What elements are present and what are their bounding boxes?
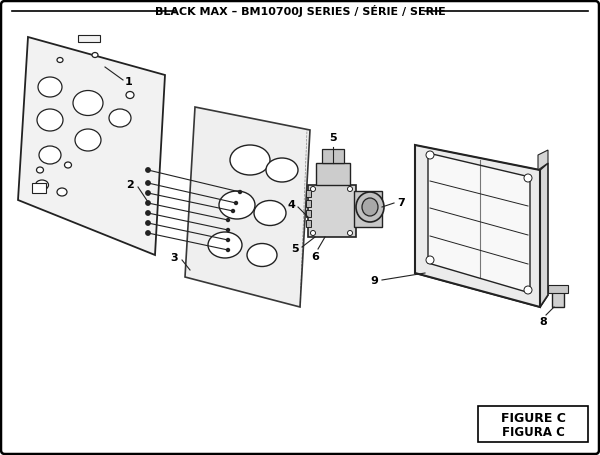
Bar bbox=[548, 285, 568, 293]
Bar bbox=[322, 149, 344, 163]
Bar bbox=[306, 210, 311, 217]
Ellipse shape bbox=[109, 109, 131, 127]
Ellipse shape bbox=[75, 129, 101, 151]
Bar bbox=[316, 163, 350, 185]
Circle shape bbox=[347, 187, 353, 192]
Text: 9: 9 bbox=[370, 276, 378, 286]
Polygon shape bbox=[540, 163, 548, 307]
Ellipse shape bbox=[254, 201, 286, 226]
Ellipse shape bbox=[362, 198, 378, 216]
Text: 8: 8 bbox=[539, 317, 547, 327]
Bar bbox=[306, 190, 311, 197]
Ellipse shape bbox=[57, 188, 67, 196]
Text: BLACK MAX – BM10700J SERIES / SÉRIE / SERIE: BLACK MAX – BM10700J SERIES / SÉRIE / SE… bbox=[155, 5, 445, 17]
Ellipse shape bbox=[38, 77, 62, 97]
Text: FIGURE C: FIGURE C bbox=[500, 411, 565, 425]
Circle shape bbox=[347, 231, 353, 236]
Circle shape bbox=[227, 228, 229, 232]
Text: 7: 7 bbox=[397, 198, 405, 208]
Polygon shape bbox=[415, 145, 540, 307]
Ellipse shape bbox=[208, 232, 242, 258]
Circle shape bbox=[524, 174, 532, 182]
Circle shape bbox=[235, 202, 238, 204]
Polygon shape bbox=[428, 153, 530, 293]
Text: 6: 6 bbox=[311, 252, 319, 262]
Bar bbox=[32, 183, 46, 193]
Ellipse shape bbox=[219, 191, 255, 219]
Circle shape bbox=[524, 286, 532, 294]
Bar bbox=[306, 220, 311, 227]
Bar bbox=[306, 200, 311, 207]
Circle shape bbox=[227, 238, 229, 242]
Bar bbox=[354, 191, 382, 227]
Text: 4: 4 bbox=[287, 200, 295, 210]
Circle shape bbox=[146, 191, 150, 195]
Polygon shape bbox=[18, 37, 165, 255]
Circle shape bbox=[146, 231, 150, 235]
Text: 3: 3 bbox=[170, 253, 178, 263]
Circle shape bbox=[426, 256, 434, 264]
Ellipse shape bbox=[356, 192, 384, 222]
Ellipse shape bbox=[247, 243, 277, 267]
Circle shape bbox=[232, 209, 235, 212]
Polygon shape bbox=[415, 263, 548, 307]
Ellipse shape bbox=[126, 91, 134, 98]
Circle shape bbox=[426, 151, 434, 159]
Circle shape bbox=[146, 201, 150, 205]
Bar bbox=[308, 185, 356, 237]
Ellipse shape bbox=[73, 91, 103, 116]
Ellipse shape bbox=[37, 167, 44, 173]
Bar bbox=[478, 406, 588, 442]
Bar bbox=[552, 287, 564, 307]
Circle shape bbox=[146, 181, 150, 185]
Polygon shape bbox=[78, 35, 100, 42]
Ellipse shape bbox=[37, 109, 63, 131]
Ellipse shape bbox=[92, 52, 98, 57]
Text: 5: 5 bbox=[292, 244, 299, 254]
Text: 1: 1 bbox=[125, 77, 133, 87]
Circle shape bbox=[311, 187, 316, 192]
Ellipse shape bbox=[266, 158, 298, 182]
Circle shape bbox=[239, 191, 241, 193]
Text: FIGURA C: FIGURA C bbox=[502, 425, 565, 439]
Circle shape bbox=[227, 248, 229, 252]
Ellipse shape bbox=[57, 57, 63, 62]
Circle shape bbox=[311, 231, 316, 236]
Ellipse shape bbox=[35, 180, 49, 190]
Ellipse shape bbox=[65, 162, 71, 168]
Circle shape bbox=[146, 211, 150, 215]
Polygon shape bbox=[185, 107, 310, 307]
Circle shape bbox=[227, 218, 229, 222]
Polygon shape bbox=[538, 150, 548, 170]
Circle shape bbox=[146, 168, 150, 172]
Ellipse shape bbox=[39, 146, 61, 164]
Text: 2: 2 bbox=[126, 180, 134, 190]
Ellipse shape bbox=[230, 145, 270, 175]
Text: 5: 5 bbox=[329, 133, 337, 143]
Circle shape bbox=[146, 221, 150, 225]
